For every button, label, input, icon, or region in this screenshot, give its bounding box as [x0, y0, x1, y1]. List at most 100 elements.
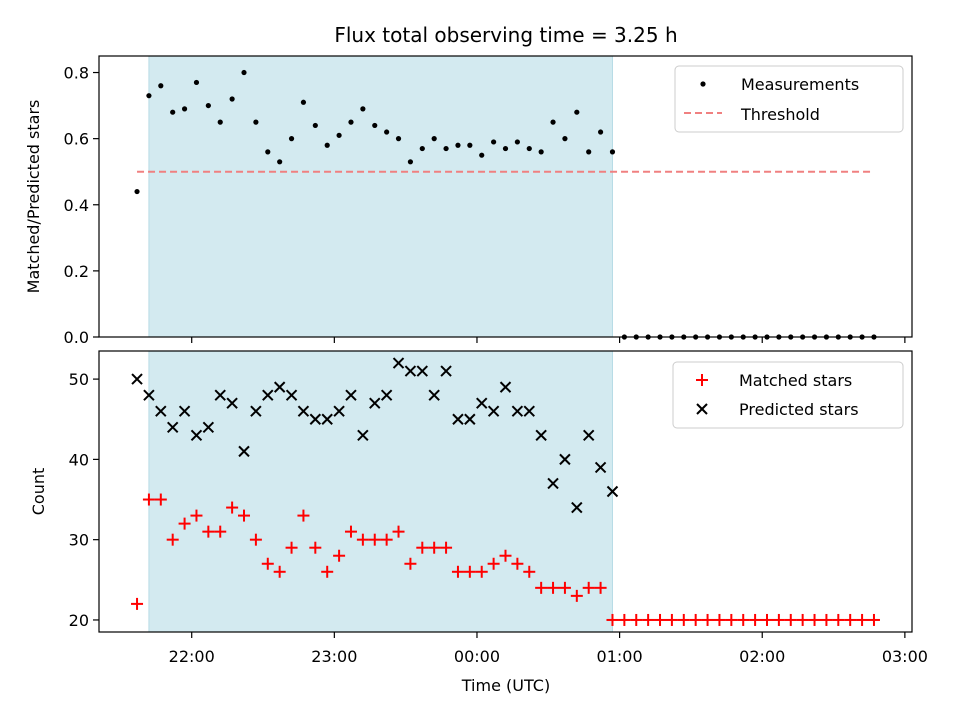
x-tick-label: 23:00 — [311, 647, 357, 666]
legend-measurements-label: Measurements — [741, 75, 859, 94]
predicted-star-point — [499, 381, 512, 393]
x-tick-label: 01:00 — [597, 647, 643, 666]
predicted-star-point — [238, 445, 250, 458]
predicted-star-point — [357, 429, 369, 442]
predicted-star-point — [166, 421, 179, 433]
predicted-star-point — [226, 397, 238, 409]
predicted-star-point — [155, 405, 167, 417]
matched-star-point — [689, 613, 702, 626]
x-axis-label: Time (UTC) — [461, 676, 550, 695]
predicted-star-point — [523, 405, 535, 417]
matched-star-point — [475, 565, 488, 578]
predicted-star-point — [380, 389, 393, 401]
measurement-point — [538, 149, 544, 155]
bottom-legend-box — [672, 361, 904, 429]
top-panel: 0.00.20.40.60.8 Matched/Predicted stars … — [24, 55, 913, 347]
legend-predicted-label: Predicted stars — [739, 400, 859, 419]
matched-star-point — [808, 613, 821, 626]
measurement-point — [384, 129, 390, 135]
measurement-point — [407, 159, 414, 165]
measurement-point — [491, 139, 497, 145]
matched-star-point — [820, 613, 833, 626]
measurement-point — [431, 136, 437, 142]
measurement-point — [134, 188, 140, 195]
predicted-star-point — [250, 405, 262, 417]
predicted-star-point — [202, 421, 215, 433]
predicted-star-point — [190, 429, 203, 442]
x-tick-label: 22:00 — [169, 647, 215, 666]
top-y-axis-label: Matched/Predicted stars — [24, 100, 43, 294]
matched-star-point — [356, 533, 369, 546]
matched-stars-points — [131, 493, 880, 626]
matched-star-point — [701, 613, 714, 626]
predicted-star-point — [321, 413, 333, 425]
matched-star-point — [344, 525, 357, 538]
measurement-point — [300, 99, 307, 105]
matched-star-point — [665, 613, 678, 626]
bottom-y-tick-label: 20 — [69, 611, 89, 630]
matched-star-point — [856, 613, 869, 626]
matched-star-point — [535, 581, 548, 594]
predicted-star-point — [535, 429, 547, 442]
measurement-point — [372, 122, 378, 129]
measurement-point — [324, 142, 330, 148]
top-x-ticks — [191, 337, 906, 343]
predicted-star-point — [392, 357, 405, 369]
matched-star-point — [404, 557, 417, 570]
measurement-point — [395, 136, 402, 142]
predicted-star-point — [464, 413, 476, 425]
measurement-point — [348, 119, 354, 125]
matched-star-point — [867, 613, 880, 626]
bottom-y-axis-label: Count — [29, 468, 48, 516]
matched-star-point — [440, 541, 453, 554]
measurement-point — [253, 119, 259, 125]
matched-star-point — [606, 613, 619, 626]
predicted-star-point — [345, 389, 357, 401]
matched-star-point — [238, 509, 251, 522]
matched-star-point — [428, 541, 441, 554]
predicted-star-point — [559, 453, 571, 466]
matched-star-point — [416, 541, 429, 554]
matched-star-point — [309, 541, 322, 554]
top-y-tick-label: 0.4 — [64, 196, 89, 215]
matched-star-point — [749, 613, 762, 626]
measurement-point — [146, 93, 152, 99]
measurement-point — [360, 106, 366, 112]
measurement-point — [419, 145, 425, 152]
top-y-ticks: 0.0 0.2 0.4 0.6 0.8 — [64, 64, 99, 347]
measurement-point — [609, 149, 616, 155]
matched-star-point — [273, 565, 286, 578]
bottom-y-tick-label: 50 — [69, 370, 89, 389]
predicted-star-point — [606, 485, 619, 498]
matched-star-point — [202, 525, 215, 538]
matched-star-point — [737, 613, 750, 626]
matched-star-point — [333, 549, 346, 562]
matched-star-point — [594, 581, 607, 594]
predicted-star-point — [262, 389, 274, 401]
matched-star-point — [380, 533, 393, 546]
matched-star-point — [451, 565, 464, 578]
matched-star-point — [523, 565, 536, 578]
measurement-point — [502, 145, 509, 152]
measurement-point — [467, 142, 473, 148]
bottom-x-ticks: 22:00 23:00 00:00 01:00 02:00 03:00 — [169, 632, 928, 666]
measurement-point — [265, 149, 271, 155]
matched-star-point — [297, 509, 310, 522]
measurement-point — [514, 139, 520, 145]
predicted-star-point — [404, 365, 417, 377]
top-y-tick-label: 0.8 — [64, 64, 89, 83]
measurement-point — [217, 119, 223, 125]
matched-star-point — [713, 613, 726, 626]
predicted-star-point — [178, 405, 191, 417]
matched-star-point — [511, 557, 524, 570]
matched-star-point — [226, 501, 239, 514]
matched-star-point — [844, 613, 857, 626]
legend-threshold-label: Threshold — [740, 105, 820, 124]
matched-star-point — [547, 581, 560, 594]
matched-star-point — [725, 613, 738, 626]
top-legend-box — [674, 65, 904, 133]
measurement-point — [574, 109, 580, 115]
legend-matched-marker — [696, 374, 708, 386]
